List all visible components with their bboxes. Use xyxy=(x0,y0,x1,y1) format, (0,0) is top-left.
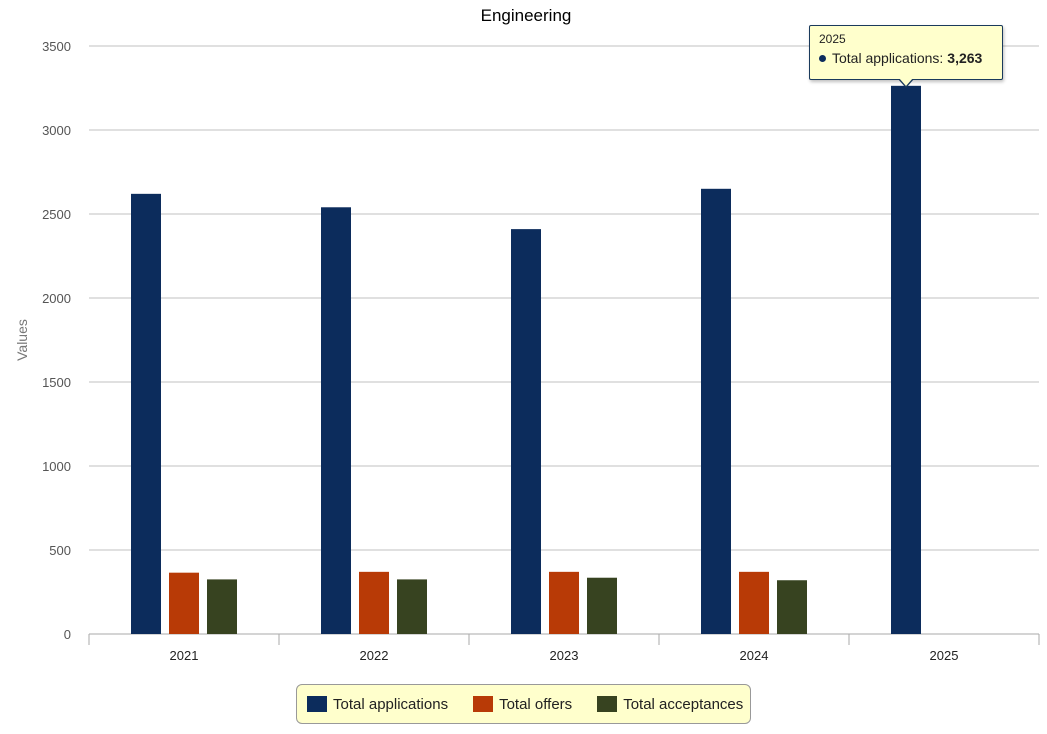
x-tick-label: 2023 xyxy=(550,648,579,663)
y-tick-label: 2000 xyxy=(42,291,71,306)
bar xyxy=(739,571,769,634)
x-tick-label: 2024 xyxy=(740,648,769,663)
tooltip-series-dot-icon xyxy=(819,54,826,62)
y-tick-label: 3000 xyxy=(42,123,71,138)
legend-label: Total applications xyxy=(333,695,449,713)
legend-item-offers[interactable]: Total offers xyxy=(473,696,572,713)
chart-title: Engineering xyxy=(481,6,572,25)
legend-swatch-offers xyxy=(473,696,494,712)
bar xyxy=(397,579,427,634)
y-tick-label: 2500 xyxy=(42,207,71,222)
y-tick-label: 500 xyxy=(49,543,71,558)
y-tick-label: 1000 xyxy=(42,459,71,474)
bar xyxy=(321,207,351,634)
legend-label: Total offers xyxy=(499,695,573,713)
y-axis-label: Values xyxy=(14,319,30,361)
y-tick-label: 1500 xyxy=(42,375,71,390)
bar xyxy=(549,571,579,634)
bar xyxy=(131,193,161,634)
tooltip-value: 3,263 xyxy=(947,50,983,66)
bar xyxy=(359,571,389,634)
x-tick-label: 2025 xyxy=(930,648,959,663)
tooltip-arrow-fill xyxy=(899,78,913,86)
legend-swatch-acceptances xyxy=(597,696,618,712)
tooltip-title: 2025 xyxy=(819,32,846,46)
x-tick-label: 2022 xyxy=(360,648,389,663)
legend-item-applications[interactable]: Total applications xyxy=(307,696,448,713)
y-tick-label: 0 xyxy=(64,627,71,642)
bar xyxy=(511,229,541,634)
y-tick-label: 3500 xyxy=(42,39,71,54)
bar xyxy=(169,572,199,634)
bar xyxy=(587,577,617,634)
legend-label: Total acceptances xyxy=(623,695,744,713)
bar xyxy=(207,579,237,634)
chart-tooltip: 2025 Total applications: 3,263 xyxy=(809,25,1003,80)
tooltip-row: Total applications: 3,263 xyxy=(819,50,993,66)
bar xyxy=(891,85,921,635)
x-tick-label: 2021 xyxy=(170,648,199,663)
bar xyxy=(777,580,807,634)
legend-item-acceptances[interactable]: Total acceptances xyxy=(597,696,743,713)
tooltip-series-label: Total applications: xyxy=(832,50,944,66)
legend-swatch-applications xyxy=(307,696,327,712)
chart-legend: Total applications Total offers Total ac… xyxy=(296,684,751,724)
bar xyxy=(701,188,731,635)
